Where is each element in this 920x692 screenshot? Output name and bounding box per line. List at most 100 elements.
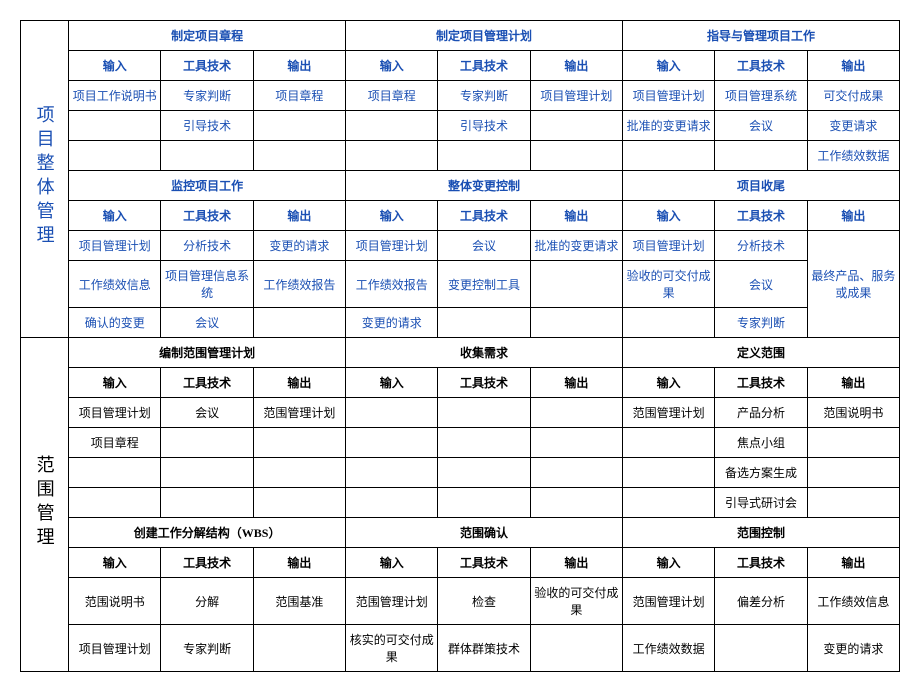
col-output: 输出: [807, 51, 899, 81]
cell-output: [530, 458, 622, 488]
cell-input: 范围管理计划: [346, 578, 438, 625]
col-tooltech: 工具技术: [161, 548, 253, 578]
cell-tooltech: 引导技术: [161, 111, 253, 141]
cell-output: [253, 308, 345, 338]
cell-output-merged: 最终产品、服务或成果: [807, 231, 899, 338]
cell-output: [530, 111, 622, 141]
cell-input: 项目管理计划: [623, 81, 715, 111]
cell-tooltech: 分析技术: [715, 231, 807, 261]
cell-input: [346, 458, 438, 488]
pm-knowledge-table: 项目整体管理制定项目章程制定项目管理计划指导与管理项目工作输入工具技术输出输入工…: [20, 20, 900, 672]
cell-tooltech: 会议: [161, 308, 253, 338]
cell-input: [346, 428, 438, 458]
cell-input: 项目管理计划: [69, 398, 161, 428]
cell-output: [530, 141, 622, 171]
cell-tooltech: 专家判断: [438, 81, 530, 111]
cell-output: [253, 111, 345, 141]
cell-output: [530, 308, 622, 338]
process-title: 制定项目章程: [69, 21, 346, 51]
col-output: 输出: [807, 201, 899, 231]
cell-output: 工作绩效信息: [807, 578, 899, 625]
section-side-label: 范围管理: [21, 338, 69, 672]
cell-input: 工作绩效数据: [623, 625, 715, 672]
cell-input: 项目管理计划: [69, 625, 161, 672]
cell-input: 批准的变更请求: [623, 111, 715, 141]
cell-output: [530, 261, 622, 308]
process-title: 制定项目管理计划: [346, 21, 623, 51]
process-title: 监控项目工作: [69, 171, 346, 201]
cell-input: 核实的可交付成果: [346, 625, 438, 672]
process-title: 编制范围管理计划: [69, 338, 346, 368]
cell-input: 项目管理计划: [69, 231, 161, 261]
cell-output: 可交付成果: [807, 81, 899, 111]
cell-tooltech: [715, 141, 807, 171]
cell-input: 项目章程: [69, 428, 161, 458]
cell-output: [807, 458, 899, 488]
col-output: 输出: [253, 368, 345, 398]
cell-output: 变更请求: [807, 111, 899, 141]
col-tooltech: 工具技术: [438, 368, 530, 398]
cell-input: [346, 141, 438, 171]
cell-tooltech: 会议: [438, 231, 530, 261]
col-output: 输出: [530, 368, 622, 398]
cell-tooltech: 会议: [715, 111, 807, 141]
col-input: 输入: [623, 368, 715, 398]
col-output: 输出: [530, 201, 622, 231]
cell-input: [346, 488, 438, 518]
col-output: 输出: [807, 368, 899, 398]
cell-input: [69, 141, 161, 171]
cell-input: 范围管理计划: [623, 398, 715, 428]
process-title: 定义范围: [623, 338, 900, 368]
cell-tooltech: 焦点小组: [715, 428, 807, 458]
cell-input: [69, 488, 161, 518]
cell-tooltech: [438, 398, 530, 428]
cell-tooltech: 专家判断: [161, 81, 253, 111]
cell-tooltech: [438, 458, 530, 488]
process-title: 创建工作分解结构（WBS）: [69, 518, 346, 548]
cell-output: [253, 625, 345, 672]
process-title: 整体变更控制: [346, 171, 623, 201]
cell-output: 变更的请求: [807, 625, 899, 672]
cell-input: 变更的请求: [346, 308, 438, 338]
cell-tooltech: 偏差分析: [715, 578, 807, 625]
col-tooltech: 工具技术: [161, 51, 253, 81]
cell-output: [807, 428, 899, 458]
cell-input: 范围说明书: [69, 578, 161, 625]
cell-tooltech: 引导式研讨会: [715, 488, 807, 518]
cell-output: 项目章程: [253, 81, 345, 111]
cell-output: [530, 625, 622, 672]
col-output: 输出: [253, 51, 345, 81]
cell-output: [530, 398, 622, 428]
process-title: 范围确认: [346, 518, 623, 548]
cell-tooltech: [161, 141, 253, 171]
col-input: 输入: [623, 51, 715, 81]
cell-output: 范围基准: [253, 578, 345, 625]
cell-output: 工作绩效报告: [253, 261, 345, 308]
cell-output: [530, 428, 622, 458]
col-tooltech: 工具技术: [438, 51, 530, 81]
cell-input: [623, 428, 715, 458]
col-input: 输入: [69, 548, 161, 578]
cell-tooltech: [715, 625, 807, 672]
cell-input: 项目章程: [346, 81, 438, 111]
cell-tooltech: [161, 488, 253, 518]
cell-output: 验收的可交付成果: [530, 578, 622, 625]
cell-tooltech: [438, 308, 530, 338]
col-output: 输出: [530, 51, 622, 81]
cell-tooltech: [161, 428, 253, 458]
cell-input: 工作绩效报告: [346, 261, 438, 308]
cell-input: [346, 398, 438, 428]
col-tooltech: 工具技术: [161, 368, 253, 398]
cell-input: 确认的变更: [69, 308, 161, 338]
cell-output: [807, 488, 899, 518]
cell-tooltech: 分析技术: [161, 231, 253, 261]
col-tooltech: 工具技术: [715, 368, 807, 398]
col-tooltech: 工具技术: [161, 201, 253, 231]
cell-input: 验收的可交付成果: [623, 261, 715, 308]
col-input: 输入: [346, 368, 438, 398]
cell-input: 项目管理计划: [623, 231, 715, 261]
cell-input: [69, 458, 161, 488]
cell-output: [253, 488, 345, 518]
process-title: 收集需求: [346, 338, 623, 368]
cell-output: 工作绩效数据: [807, 141, 899, 171]
